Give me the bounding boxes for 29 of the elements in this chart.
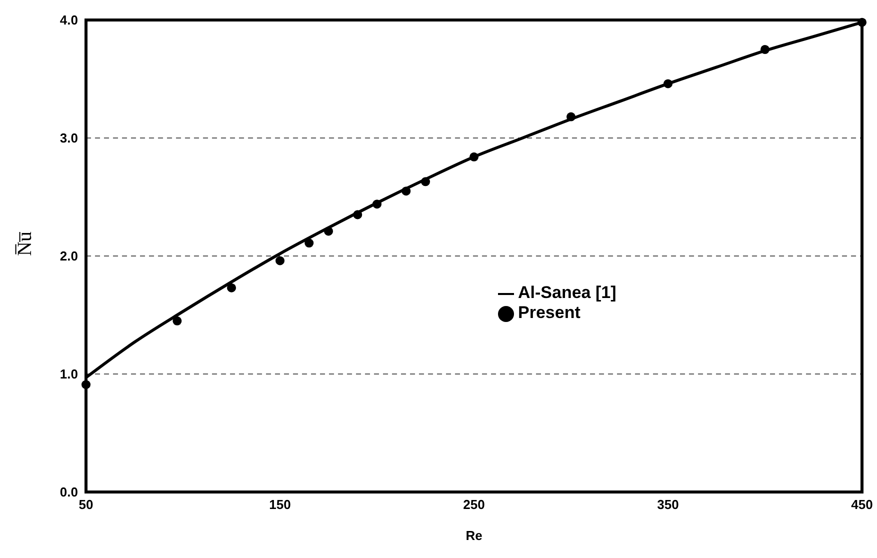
point [353, 210, 362, 220]
point [402, 186, 411, 196]
y-tick-label: 1.0 [60, 366, 78, 382]
point [760, 44, 770, 54]
x-tick-label: 150 [269, 497, 291, 512]
point [172, 316, 182, 326]
point [857, 18, 867, 27]
point [663, 79, 673, 88]
point [275, 256, 285, 266]
y-tick-label: 3.0 [60, 130, 78, 146]
point [566, 112, 576, 122]
y-tick-label: 2.0 [60, 248, 78, 264]
point [304, 238, 314, 248]
x-tick-label: 450 [851, 497, 873, 512]
y-tick-label: 4.0 [60, 12, 78, 28]
x-tick-label: 350 [657, 497, 679, 512]
point [81, 380, 91, 390]
point [324, 226, 334, 236]
x-axis-title: Re [466, 528, 482, 543]
point [420, 177, 430, 186]
y-tick-label: 0.0 [60, 484, 78, 500]
point [372, 200, 382, 209]
legend-label: Al-Sanea [1] [518, 283, 616, 302]
x-tick-label: 250 [463, 497, 485, 512]
legend-label: Present [518, 303, 580, 322]
point [226, 283, 236, 292]
x-tick-label: 50 [78, 497, 94, 512]
y-axis-title: N̅u̅ [14, 231, 36, 256]
point [469, 152, 479, 162]
